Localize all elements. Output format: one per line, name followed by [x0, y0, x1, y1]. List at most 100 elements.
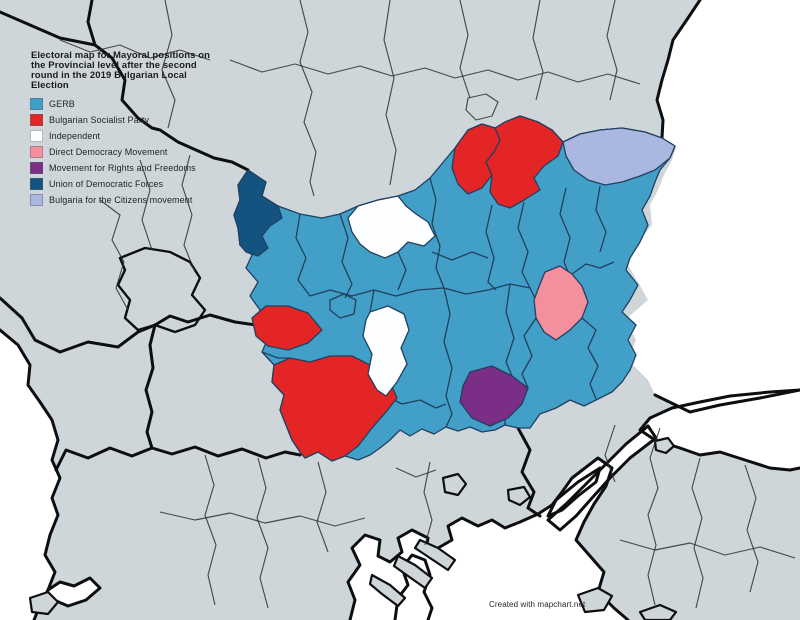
province-dobrich — [562, 127, 676, 186]
province-vidin — [233, 169, 283, 257]
serbia-district-line — [99, 199, 129, 311]
legend-color-swatch — [30, 162, 43, 174]
macedonia-albania-border — [144, 323, 157, 450]
bulgaria-province-line-layer — [261, 177, 615, 428]
map-title: Electoral map for Mayoral positions on t… — [31, 51, 261, 91]
thermaic-coastline — [393, 553, 434, 620]
legend-color-swatch — [30, 178, 43, 190]
marmara-sea — [640, 390, 800, 470]
province-kardzhali — [459, 365, 529, 427]
legend-color-swatch — [30, 114, 43, 126]
legend-color-swatch — [30, 146, 43, 158]
province-border-line — [295, 213, 311, 297]
map-title-line: round in the 2019 Bulgarian Local — [31, 70, 187, 81]
province-pleven — [347, 195, 436, 259]
serbia-district-line — [161, 0, 176, 129]
province-border-line — [517, 201, 531, 289]
legend-label: Union of Democratic Forces — [49, 179, 164, 189]
sofia-city-outline — [329, 293, 357, 319]
ambracian-coastline — [46, 576, 102, 608]
country-border-layer — [0, 0, 542, 518]
turkey-province-line — [744, 464, 759, 593]
legend-item-gerb: GERB — [30, 96, 196, 112]
romania-county-line — [606, 0, 618, 101]
kosovo-border — [116, 246, 207, 334]
legend: GERB Bulgarian Socialist Party Independe… — [30, 96, 196, 208]
subdivision-line-layer — [59, 0, 796, 609]
romania-coastline — [655, 0, 702, 140]
legend-label: GERB — [49, 99, 75, 109]
province-border-line — [385, 395, 447, 409]
province-pernik — [251, 305, 323, 351]
greece-region-line — [204, 454, 217, 606]
turkey-province-line — [691, 457, 704, 609]
serbia-district-line — [59, 39, 211, 61]
province-border-line — [261, 351, 290, 359]
greece-region-line — [256, 457, 269, 609]
romania-county-line — [532, 0, 544, 101]
legend-label: Independent — [49, 131, 101, 141]
romania-county-line — [299, 0, 317, 197]
province-border-line — [581, 317, 599, 400]
turkey-province-line — [647, 427, 661, 606]
province-border-line — [443, 287, 453, 428]
province-border-line — [309, 283, 537, 301]
mapchart-attribution: Created with mapchart.net — [489, 600, 586, 609]
samothrace-island — [506, 485, 532, 507]
chalkidiki-finger-3 — [413, 538, 457, 572]
adriatic-coastline — [0, 328, 62, 620]
province-razgrad — [485, 115, 564, 209]
thasos-island — [441, 472, 468, 497]
albania-greece-border — [54, 446, 154, 472]
legend-label: Direct Democracy Movement — [49, 147, 168, 157]
legend-label: Bulgaria for the Citizens movement — [49, 195, 193, 205]
legend-item-ind: Independent — [30, 128, 196, 144]
chalkidiki-finger-2 — [392, 554, 434, 590]
legend-color-swatch — [30, 194, 43, 206]
legend-item-mrf: Movement for Rights and Freedoms — [30, 160, 196, 176]
legend-item-bsp: Bulgarian Socialist Party — [30, 112, 196, 128]
greece-region-line — [395, 467, 437, 478]
greece-region-line — [423, 461, 433, 546]
map-title-line: Electoral map for Mayoral positions on — [31, 50, 211, 61]
legend-label: Movement for Rights and Freedoms — [49, 163, 196, 173]
province-yambol — [533, 265, 589, 341]
legend-color-swatch — [30, 130, 43, 142]
bucharest-region-outline — [465, 93, 499, 121]
turkey-province-line — [604, 424, 616, 483]
romania-county-line — [383, 0, 397, 186]
greece-turkey-border — [516, 426, 542, 518]
adriatic-sea — [0, 330, 60, 620]
romania-county-line — [229, 59, 641, 85]
province-border-line — [397, 251, 407, 291]
province-border-line — [521, 317, 537, 389]
province-border-line — [339, 213, 353, 299]
province-blagoevgrad — [271, 355, 398, 462]
province-border-line — [595, 185, 607, 253]
lemnos-island — [638, 603, 678, 620]
aegean-coastline — [346, 456, 630, 620]
greece-region-line — [159, 511, 366, 527]
province-border-line — [559, 187, 573, 283]
province-pazardzhik — [362, 305, 410, 397]
serbia-district-line — [139, 159, 153, 251]
turkey-province-line — [619, 539, 796, 559]
marmara-island — [653, 436, 676, 455]
province-border-line — [431, 251, 489, 261]
province-border-line — [369, 289, 375, 313]
greece-region-line — [316, 461, 329, 553]
bulgaria-colored-provinces — [233, 115, 676, 462]
province-border-line — [505, 283, 515, 377]
gokceada-island — [576, 586, 614, 614]
legend-color-swatch — [30, 98, 43, 110]
legend-item-udf: Union of Democratic Forces — [30, 176, 196, 192]
province-border-line — [485, 204, 497, 291]
romania-county-line — [459, 0, 471, 99]
legend-item-ddm: Direct Democracy Movement — [30, 144, 196, 160]
province-border-line — [429, 177, 445, 289]
serbia-district-line — [181, 154, 196, 273]
serbia-macedonia-border — [153, 313, 258, 327]
chalkidiki-finger-1 — [368, 573, 407, 608]
